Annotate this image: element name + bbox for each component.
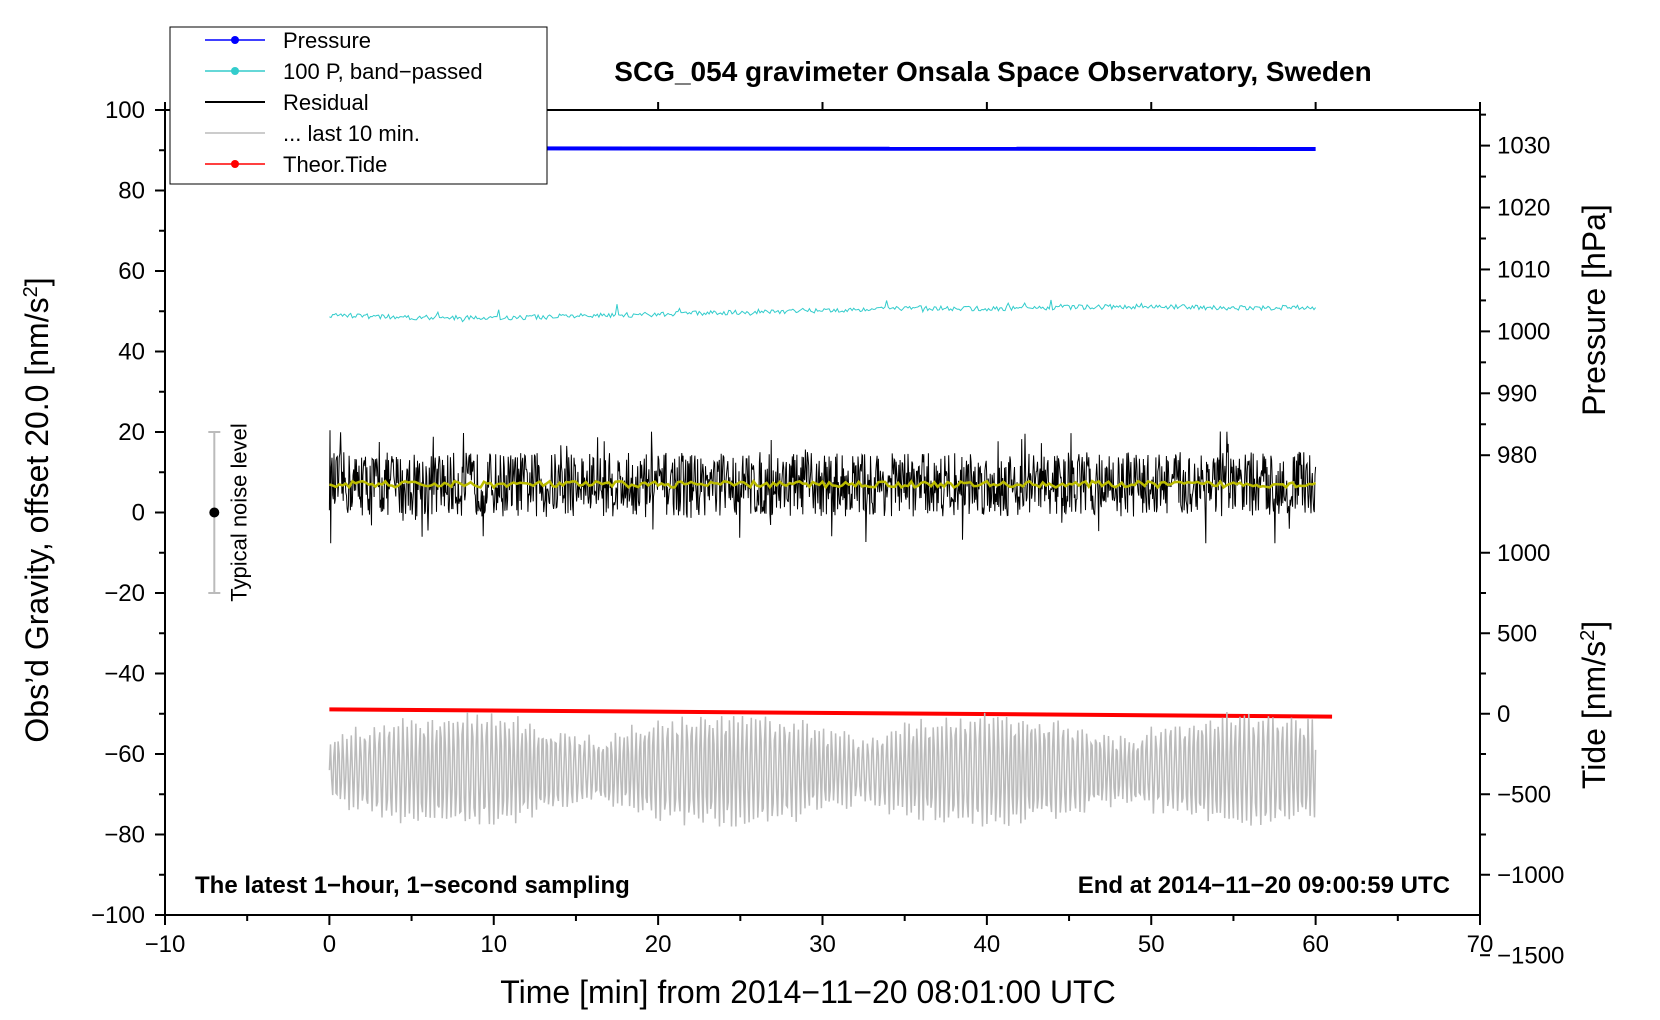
pressure-tick-label: 1000 [1497, 318, 1550, 345]
tide-tick-label: −1000 [1497, 862, 1564, 889]
bandpassed-pressure-line [329, 299, 1316, 323]
x-axis-label: Time [min] from 2014−11−20 08:01:00 UTC [500, 974, 1115, 1010]
y-tick-label: −40 [104, 661, 145, 688]
y-tick-label: −100 [91, 902, 145, 929]
y-tick-label: 80 [118, 178, 145, 205]
series-layer [328, 146, 1333, 827]
pressure-tick-label: 1010 [1497, 256, 1550, 283]
x-tick-label: −10 [145, 931, 186, 958]
tide-tick-label: 0 [1497, 701, 1510, 728]
axis-layer: −10 0 10 20 30 40 50 60 70−100−80−60−40−20020406… [91, 97, 1564, 969]
x-tick-label: 50 [1138, 931, 1165, 958]
pressure-tick-label: 1030 [1497, 133, 1550, 160]
x-tick-label: 10 [480, 931, 507, 958]
legend-label: Residual [283, 90, 369, 115]
legend-label: Theor.Tide [283, 152, 387, 177]
legend: Pressure 100 P, band−passed Residual ... la… [169, 26, 548, 185]
end-time-annotation: End at 2014−11−20 09:00:59 UTC [1078, 872, 1450, 899]
x-tick-label: 0 [323, 931, 336, 958]
y-tick-label: −60 [104, 741, 145, 768]
x-tick-label: 30 [809, 931, 836, 958]
tide-tick-label: −500 [1497, 781, 1551, 808]
chart-title: SCG_054 gravimeter Onsala Space Observat… [614, 56, 1371, 87]
x-tick-label: 70 [1467, 931, 1494, 958]
legend-label: Pressure [283, 28, 371, 53]
tide-tick-label: 500 [1497, 620, 1537, 647]
last-10-min-line [328, 711, 1317, 827]
x-tick-label: 40 [974, 931, 1001, 958]
residual-smoothed-line [329, 478, 1317, 490]
legend-marker [231, 160, 239, 168]
x-tick-label: 20 [645, 931, 672, 958]
y-tick-label: 100 [105, 97, 145, 124]
tide-tick-label: 1000 [1497, 540, 1550, 567]
tide-tick-label: −1500 [1497, 942, 1564, 969]
y-tick-label: 60 [118, 258, 145, 285]
tide-line [329, 707, 1333, 719]
legend-label: ... last 10 min. [283, 121, 420, 146]
y-tick-label: −80 [104, 822, 145, 849]
residual-line [328, 430, 1317, 544]
tide-axis-label: Tide [nm/s2] [1576, 621, 1612, 789]
y-tick-label: 20 [118, 419, 145, 446]
noise-level-label: Typical noise level [226, 423, 251, 602]
legend-marker [231, 67, 239, 75]
legend-label: 100 P, band−passed [283, 59, 483, 84]
x-tick-label: 60 [1302, 931, 1329, 958]
y-tick-label: −20 [104, 580, 145, 607]
pressure-tick-label: 1020 [1497, 195, 1550, 222]
legend-marker [231, 36, 239, 44]
noise-bar: Typical noise level [208, 423, 251, 602]
pressure-tick-label: 980 [1497, 442, 1537, 469]
pressure-tick-label: 990 [1497, 380, 1537, 407]
y-tick-label: 40 [118, 339, 145, 366]
y-tick-label: 0 [132, 500, 145, 527]
sampling-annotation: The latest 1−hour, 1−second sampling [195, 872, 630, 899]
y-axis-label: Obs’d Gravity, offset 20.0 [nm/s2] [19, 277, 55, 742]
pressure-axis-label: Pressure [hPa] [1576, 204, 1612, 416]
